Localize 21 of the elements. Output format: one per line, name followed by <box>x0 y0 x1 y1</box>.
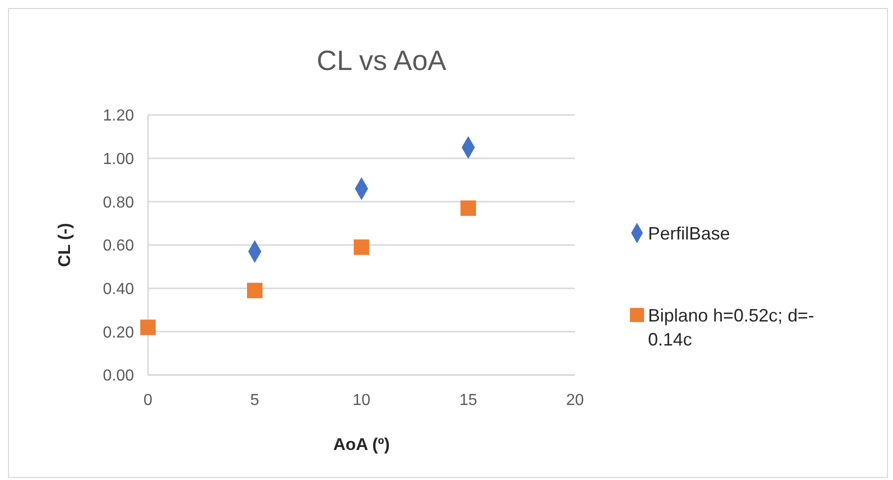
y-tick-label: 1.00 <box>102 150 134 168</box>
point <box>247 282 262 298</box>
x-tick-label: 20 <box>566 392 584 409</box>
y-axis-title: CL (-) <box>55 222 74 268</box>
y-tick-label: 0.80 <box>102 194 134 212</box>
x-tick-label: 15 <box>459 392 478 409</box>
y-tick-label: 0.40 <box>102 280 134 298</box>
y-tick-label: 1.20 <box>102 108 134 125</box>
y-tick-label: 0.20 <box>102 324 134 342</box>
y-tick-label: 0.60 <box>102 238 134 255</box>
point <box>460 200 476 216</box>
point <box>354 239 370 255</box>
legend-label: PerfilBase <box>648 223 730 244</box>
legend-label: Biplano h=0.52c; d=-0.14c <box>648 305 814 350</box>
x-tick-label: 5 <box>250 392 260 409</box>
x-tick-label: 10 <box>352 392 370 409</box>
x-tick-label: 0 <box>144 392 153 409</box>
chart-title: CL vs AoA <box>316 45 447 76</box>
point <box>140 320 156 336</box>
x-axis-title: AoA (º) <box>333 435 390 454</box>
y-tick-label: 0.00 <box>102 368 134 385</box>
